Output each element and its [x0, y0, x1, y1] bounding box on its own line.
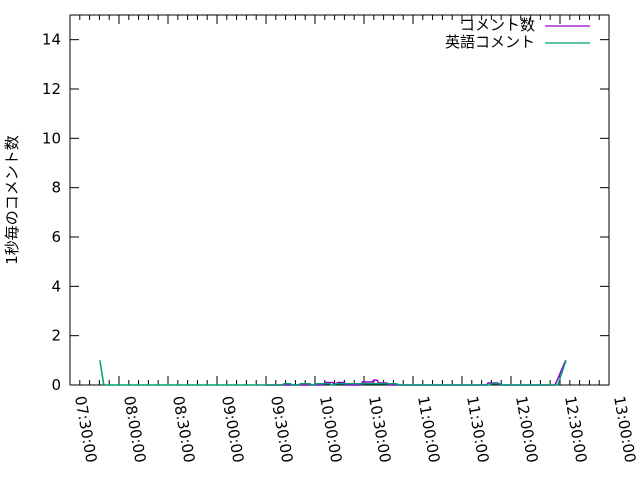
- axis-ticks: [69, 15, 610, 386]
- x-tick-label: 08:00:00: [120, 395, 149, 464]
- y-tick-label: 12: [42, 80, 61, 98]
- x-tick-label: 08:30:00: [169, 395, 198, 464]
- x-tick-label: 11:30:00: [463, 395, 492, 464]
- series-line-0: [266, 360, 567, 387]
- x-tick-label: 10:30:00: [365, 395, 394, 464]
- y-tick-label: 14: [42, 31, 61, 49]
- x-tick-label: 09:00:00: [218, 395, 247, 464]
- y-axis-label: 1秒毎のコメント数: [3, 135, 21, 265]
- series-lines: [99, 360, 567, 387]
- legend: コメント数 英語コメント: [445, 16, 590, 51]
- x-tick-label: 12:30:00: [561, 395, 590, 464]
- x-tick-label: 11:00:00: [414, 395, 443, 464]
- y-tick-label: 6: [51, 228, 61, 246]
- x-tick-label: 07:30:00: [71, 395, 100, 464]
- y-tick-label: 4: [51, 277, 61, 295]
- legend-label-1: 英語コメント: [445, 33, 535, 51]
- plot-border: [69, 14, 610, 386]
- y-tick-label: 2: [51, 327, 61, 345]
- x-tick-label: 09:30:00: [267, 395, 296, 464]
- legend-label-0: コメント数: [460, 16, 535, 34]
- y-tick-label: 8: [51, 179, 61, 197]
- x-tick-label: 13:00:00: [610, 395, 639, 464]
- y-tick-label: 0: [51, 376, 61, 394]
- x-tick-label: 10:00:00: [316, 395, 345, 464]
- x-tick-label: 12:00:00: [512, 395, 541, 464]
- series-line-1: [99, 360, 567, 386]
- tick-labels: 07:30:00 08:00:00 08:30:00 09:00:00 09:30:00…: [42, 31, 640, 464]
- y-tick-label: 10: [42, 129, 61, 147]
